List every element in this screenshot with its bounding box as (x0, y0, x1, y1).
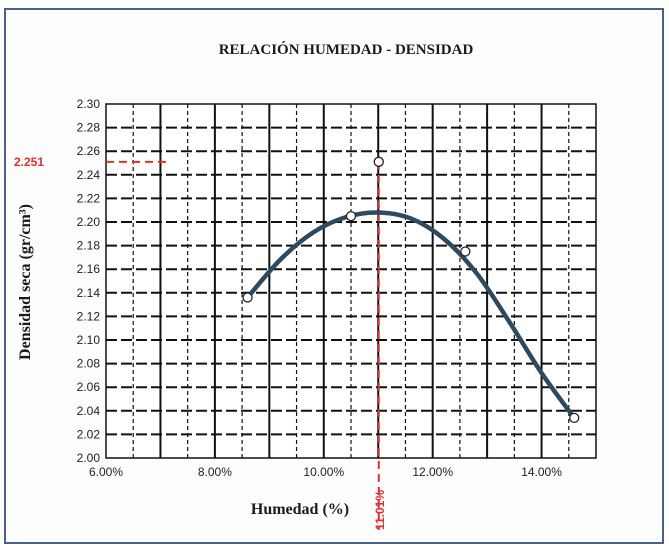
plot-grid (105, 103, 597, 459)
optimum-point (373, 156, 384, 167)
y-tick-label: 2.18 (77, 239, 101, 253)
data-point (345, 210, 357, 222)
y-tick-label: 2.14 (77, 286, 101, 300)
x-tick-label: 6.00% (89, 465, 123, 479)
y-tick-label: 2.02 (77, 427, 101, 441)
y-tick-label: 2.06 (77, 380, 101, 394)
axis-ticks: 2.00 2.02 2.04 2.06 2.08 2.10 2.12 2.14 2.16 2.18… (77, 97, 563, 479)
fit-curve (245, 210, 577, 421)
y-tick-label: 2.30 (77, 97, 101, 111)
chart-title: RELACIÓN HUMEDAD - DENSIDAD (219, 41, 474, 58)
optimum-density-label: 2.251 (14, 155, 44, 169)
x-tick-label: 12.00% (412, 465, 453, 479)
x-tick-label: 8.00% (198, 465, 232, 479)
x-axis-title: Humedad (%) (251, 501, 349, 518)
y-tick-label: 2.22 (77, 191, 101, 205)
y-tick-label: 2.28 (77, 121, 101, 135)
data-point (242, 292, 253, 303)
y-tick-label: 2.10 (77, 333, 101, 347)
x-tick-label: 10.00% (303, 465, 344, 479)
optimum-markers: 2.251 11.01% (14, 155, 387, 530)
y-tick-label: 2.20 (77, 215, 101, 229)
x-tick-label: 14.00% (521, 465, 562, 479)
y-tick-label: 2.00 (77, 451, 101, 465)
y-tick-label: 2.16 (77, 262, 101, 276)
y-tick-label: 2.26 (77, 144, 101, 158)
data-point (460, 246, 471, 257)
y-tick-label: 2.04 (77, 404, 101, 418)
y-tick-label: 2.12 (77, 309, 101, 323)
y-tick-label: 2.24 (77, 168, 101, 182)
y-tick-label: 2.08 (77, 357, 101, 371)
data-point (569, 412, 580, 424)
data-series (242, 156, 580, 424)
optimum-moisture-label: 11.01% (373, 490, 387, 530)
y-axis-title: Densidad seca (gr/cm³) (17, 204, 34, 360)
